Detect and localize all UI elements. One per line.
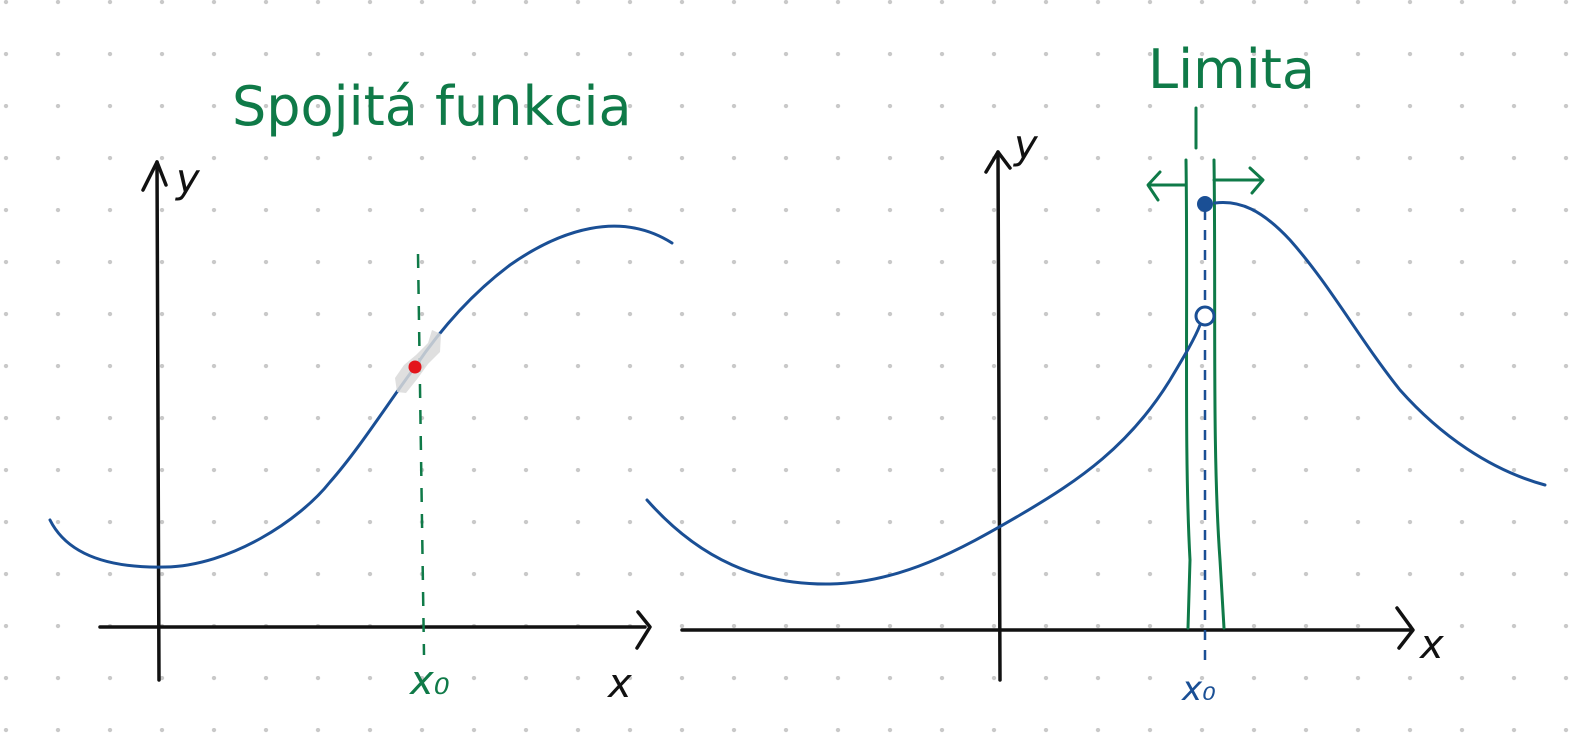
left-panel: Spojitá funkcia y x x₀ [48, 75, 674, 707]
right-function-value-point [1197, 196, 1213, 212]
left-y-axis-arrow [141, 160, 168, 192]
right-limit-hollow-point [1194, 305, 1216, 327]
right-right-arrow [1212, 166, 1265, 195]
right-function-curve-right [1213, 200, 1547, 487]
right-neighborhood-right-line [1212, 158, 1226, 630]
left-title: Spojitá funkcia [232, 75, 632, 138]
left-function-curve [48, 224, 674, 569]
right-neighborhood-left-line [1184, 158, 1192, 630]
right-y-label: y [1013, 122, 1039, 168]
right-panel: Limita y x x₀ [645, 38, 1547, 709]
left-x-label: x [606, 661, 632, 707]
right-y-axis-arrow [984, 150, 1012, 174]
right-x-label: x [1418, 622, 1444, 668]
left-y-label: y [175, 156, 201, 202]
right-function-curve-left [645, 323, 1202, 586]
left-y-axis [155, 160, 161, 682]
right-x-axis-arrow [1395, 606, 1415, 650]
right-x0-label: x₀ [1181, 669, 1216, 709]
right-left-arrow [1146, 170, 1188, 202]
left-x0-label: x₀ [408, 658, 450, 704]
right-y-axis [996, 150, 1002, 682]
right-title: Limita [1148, 38, 1315, 101]
left-x-axis-arrow [635, 610, 652, 650]
left-continuity-point [408, 360, 422, 374]
